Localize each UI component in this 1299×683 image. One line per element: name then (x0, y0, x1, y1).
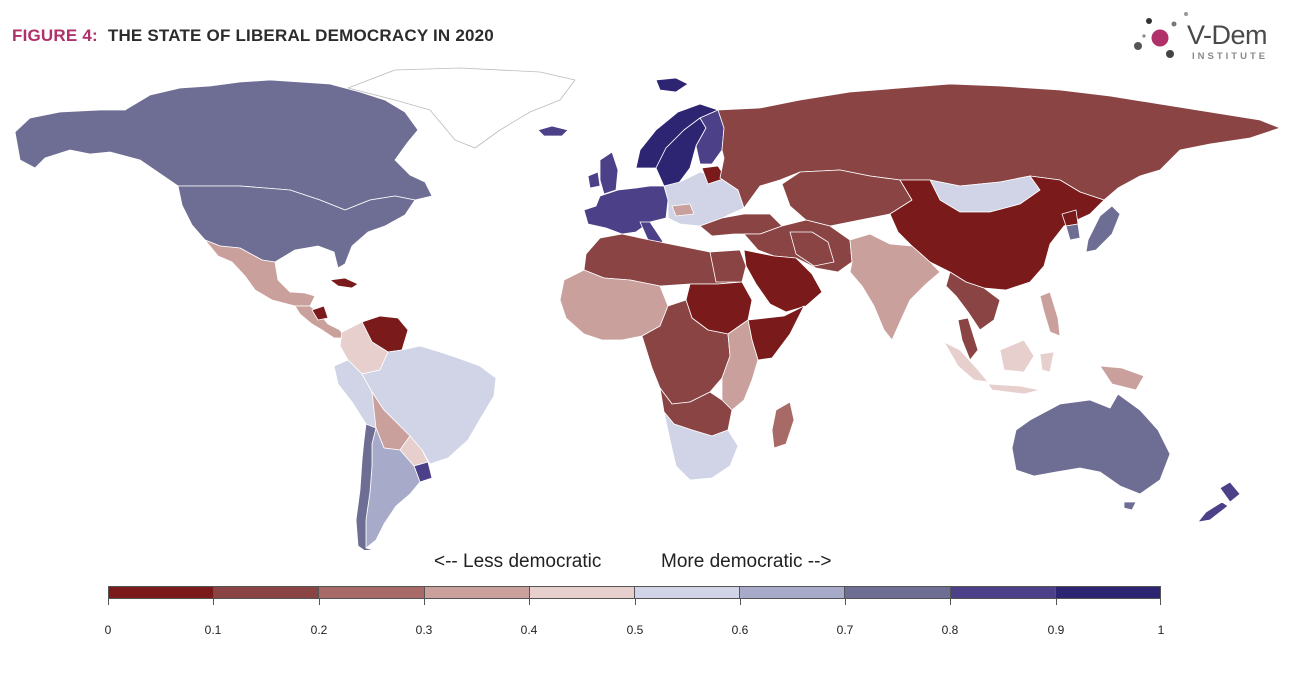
legend-swatch (635, 587, 741, 598)
region-Tasmania (1123, 501, 1137, 511)
region-South-Korea (1065, 223, 1081, 241)
region-United-Kingdom (599, 151, 619, 195)
legend-swatch (845, 587, 951, 598)
legend-tick (319, 599, 320, 605)
legend-tick-label: 0.4 (520, 623, 538, 637)
region-Egypt (709, 249, 747, 283)
legend-tick (1160, 599, 1161, 605)
region-India (849, 233, 941, 341)
legend-tick (845, 599, 846, 605)
v-dem-logo: V-Dem INSTITUTE (1130, 10, 1290, 70)
legend-swatch (109, 587, 215, 598)
region-Philippines (1039, 291, 1061, 337)
less-democratic-label: <-- Less democratic (434, 551, 602, 572)
legend-swatch (529, 587, 636, 598)
region-Cuba (329, 277, 359, 289)
region-Horn-of-Africa (747, 305, 805, 361)
region-Canada (14, 79, 433, 211)
region-Malay-Peninsula (957, 317, 979, 361)
region-Japan (1085, 205, 1121, 253)
region-Australia (1011, 393, 1171, 495)
legend-tick (213, 599, 214, 605)
region-Iran (789, 231, 835, 267)
legend-tick-label: 0.9 (1047, 623, 1065, 637)
region-Chile (355, 423, 377, 550)
figure-title: FIGURE 4: THE STATE OF LIBERAL DEMOCRACY … (12, 26, 494, 46)
legend-tick-label: 0.7 (836, 623, 854, 637)
legend-tick (740, 599, 741, 605)
legend-tick (950, 599, 951, 605)
region-Iceland (537, 125, 569, 137)
legend-tick (424, 599, 425, 605)
legend-tick-label: 0.1 (204, 623, 222, 637)
legend-tick-label: 0.6 (731, 623, 749, 637)
legend-tick-label: 0 (104, 623, 112, 637)
region-Papua-New-Guinea (1099, 365, 1145, 391)
figure-title-text: THE STATE OF LIBERAL DEMOCRACY IN 2020 (107, 26, 494, 45)
region-Indonesia-Java (987, 383, 1041, 395)
legend-tick (529, 599, 530, 605)
region-Western-Europe (583, 185, 669, 235)
region-Sulawesi (1039, 351, 1055, 373)
legend-swatch (1055, 587, 1161, 598)
v-dem-logo-mark-icon (1134, 12, 1188, 58)
legend-swatch (214, 587, 320, 598)
legend-tick-label: 1 (1157, 623, 1165, 637)
region-Svalbard (655, 77, 689, 93)
region-Southeast-Asia (945, 271, 1001, 331)
legend-tick (108, 599, 109, 605)
region-Nicaragua (311, 305, 329, 321)
more-democratic-label: More democratic --> (661, 551, 832, 572)
logo-subtitle: INSTITUTE (1192, 51, 1269, 62)
region-Southern-Africa (663, 411, 739, 481)
legend-tick-label: 0.5 (626, 623, 644, 637)
region-Greenland (347, 67, 576, 149)
legend-swatch (950, 587, 1056, 598)
region-United-States (177, 185, 416, 269)
legend-tick-labels: 0 0.1 0.2 0.3 0.4 0.5 0.6 0.7 0.8 0.9 1 (104, 623, 1165, 639)
legend-tick (1056, 599, 1057, 605)
legend-swatch (319, 587, 425, 598)
region-Borneo (999, 339, 1035, 373)
legend-tick (635, 599, 636, 605)
region-Mexico (204, 239, 316, 307)
region-Madagascar (771, 401, 795, 449)
region-Ireland (587, 171, 601, 189)
legend-swatch (740, 587, 846, 598)
region-East-Africa (721, 319, 759, 411)
region-Hungary (671, 203, 695, 217)
legend-tick-label: 0.3 (415, 623, 433, 637)
region-New-Zealand-South (1197, 501, 1229, 523)
legend-tick-marks (108, 599, 1161, 609)
region-New-Zealand-North (1219, 481, 1241, 503)
region-Indonesia-Sumatra (943, 341, 989, 383)
figure-label: FIGURE 4: (12, 26, 98, 45)
region-Saudi-Arabia (743, 249, 823, 313)
legend-color-bar (108, 586, 1161, 599)
legend-swatch (424, 587, 530, 598)
legend-tick-label: 0.2 (310, 623, 328, 637)
logo-name: V-Dem (1187, 20, 1268, 50)
legend-tick-label: 0.8 (941, 623, 959, 637)
world-map (14, 67, 1281, 550)
